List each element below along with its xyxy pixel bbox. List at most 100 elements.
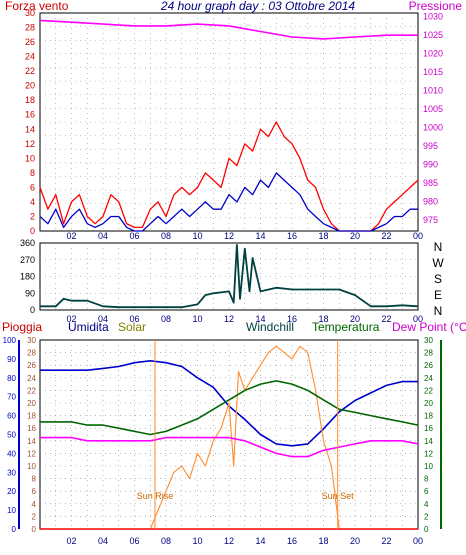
- humidity-tick-label: 20: [7, 487, 16, 496]
- humidity-tick-label: 40: [7, 449, 16, 458]
- wind-time-tick-label: 22: [381, 231, 391, 241]
- pressure-tick-label: 995: [423, 141, 438, 151]
- wind-pressure-panel: Forza vento 24 hour graph day : 03 Ottob…: [5, 0, 462, 241]
- direction-time-tick-label: 06: [129, 314, 139, 324]
- direction-time-tick-label: 22: [381, 314, 391, 324]
- direction-time-tick-label: 16: [287, 314, 297, 324]
- wind-direction-series: [40, 243, 419, 309]
- wind-direction-tick-label: 90: [25, 288, 35, 298]
- wind-speed-tick-label: 2: [30, 211, 35, 221]
- humidity-tick-label: 10: [7, 506, 16, 515]
- pressure-tick-label: 1020: [423, 49, 443, 59]
- temperature-tick-label: 2: [424, 512, 429, 521]
- wind-speed-tick-label: 20: [25, 81, 35, 91]
- direction-time-tick-label: 18: [318, 314, 328, 324]
- wind-direction-tick-label: 0: [30, 305, 35, 315]
- direction-time-tick-label: 12: [224, 314, 234, 324]
- wind-speed-tick-label: 26: [25, 37, 35, 47]
- direction-time-tick-label: 02: [66, 314, 76, 324]
- solar-tick-label: 14: [27, 437, 36, 446]
- temperature-tick-label: 0: [424, 525, 429, 534]
- humidity-tick-label: 100: [3, 336, 17, 345]
- wind-time-tick-label: 00: [413, 231, 423, 241]
- temperature-grid: [40, 340, 418, 529]
- pressure-tick-label: 980: [423, 196, 438, 206]
- sun-annotation-label: Sun Rise: [137, 491, 174, 501]
- humidity-tick-label: 50: [7, 431, 16, 440]
- temperature-plot-area: [39, 339, 419, 530]
- temperature-time-tick-label: 22: [381, 536, 391, 546]
- wind-time-tick-label: 12: [224, 231, 234, 241]
- pressure-line: [39, 19, 418, 40]
- solar-tick-label: 24: [27, 374, 36, 383]
- humidity-tick-label: 80: [7, 374, 16, 383]
- humidity-tick-label: 90: [7, 355, 16, 364]
- temperature-tick-label: 18: [424, 412, 433, 421]
- wind-speed-tick-label: 28: [25, 23, 35, 33]
- solar-tick-label: 10: [27, 462, 36, 471]
- humidity-tick-label: 70: [7, 393, 16, 402]
- temperature-time-tick-label: 18: [318, 536, 328, 546]
- temperature-tick-label: 6: [424, 487, 429, 496]
- temperature-tick-label: 4: [424, 500, 429, 509]
- pressure-axis-label: Pressione: [409, 0, 463, 13]
- wind-time-tick-label: 18: [318, 231, 328, 241]
- wind-speed-tick-label: 12: [25, 139, 35, 149]
- direction-time-tick-label: 04: [98, 314, 108, 324]
- wind-direction-time-tick-labels: 02 04 06 08 10 12 14 16 18 20 22 00: [66, 314, 423, 324]
- temperature-humidity-panel: Pioggia Umidita Solar Windchill Temperatura D…: [2, 320, 466, 546]
- pressure-tick-label: 985: [423, 178, 438, 188]
- solar-tick-label: 18: [27, 412, 36, 421]
- wind-time-tick-label: 04: [98, 231, 108, 241]
- solar-tick-label: 20: [27, 399, 36, 408]
- wind-pressure-series: [39, 19, 419, 232]
- temperature-series: [40, 345, 419, 530]
- pressure-tick-label: 1015: [423, 67, 443, 77]
- legend-entry: Temperatura: [312, 320, 380, 334]
- compass-label: E: [434, 288, 442, 302]
- wind-time-tick-label: 02: [66, 231, 76, 241]
- temperature-tick-label: 20: [424, 399, 433, 408]
- wind-speed-tick-label: 6: [30, 182, 35, 192]
- humidity-tick-label: 30: [7, 468, 16, 477]
- compass-label: S: [434, 272, 442, 286]
- temperature-time-tick-label: 20: [350, 536, 360, 546]
- direction-time-tick-label: 00: [413, 314, 423, 324]
- solar-tick-label: 2: [32, 512, 37, 521]
- pressure-tick-label: 975: [423, 215, 438, 225]
- temperature-tick-label: 12: [424, 449, 433, 458]
- temperature-tick-label: 30: [424, 336, 433, 345]
- legend-entry: Pioggia: [2, 320, 42, 334]
- temperature-legend: Pioggia Umidita Solar Windchill Temperatura D…: [2, 320, 466, 334]
- compass-label: N: [434, 240, 443, 254]
- temperature-time-tick-label: 04: [98, 536, 108, 546]
- wind-chart-title: 24 hour graph day : 03 Ottobre 2014: [160, 0, 355, 13]
- compass-label: N: [434, 304, 443, 318]
- temperature-time-tick-label: 02: [66, 536, 76, 546]
- direction-time-tick-label: 10: [192, 314, 202, 324]
- solar-tick-label: 12: [27, 449, 36, 458]
- legend-entry: Windchill: [246, 320, 294, 334]
- solar-tick-label: 6: [32, 487, 37, 496]
- pressure-tick-labels: 1030 1025 1020 1015 1010 1005 1000 995 990 985 980…: [423, 12, 443, 225]
- wind-time-tick-label: 10: [192, 231, 202, 241]
- temperature-tick-label: 24: [424, 374, 433, 383]
- wind-speed-tick-label: 8: [30, 168, 35, 178]
- wind-direction-grid: [40, 243, 418, 310]
- dew-point-line: [40, 436, 419, 458]
- sun-annotation-label: Sun Set: [322, 491, 355, 501]
- direction-time-tick-label: 08: [161, 314, 171, 324]
- sun-annotations: Sun Rise Sun Set: [137, 340, 354, 529]
- temperature-tick-label: 10: [424, 462, 433, 471]
- wind-speed-tick-label: 30: [25, 8, 35, 18]
- wind-speed-tick-label: 0: [30, 226, 35, 236]
- solar-tick-label: 16: [27, 424, 36, 433]
- wind-time-tick-label: 08: [161, 231, 171, 241]
- wind-time-tick-label: 14: [255, 231, 265, 241]
